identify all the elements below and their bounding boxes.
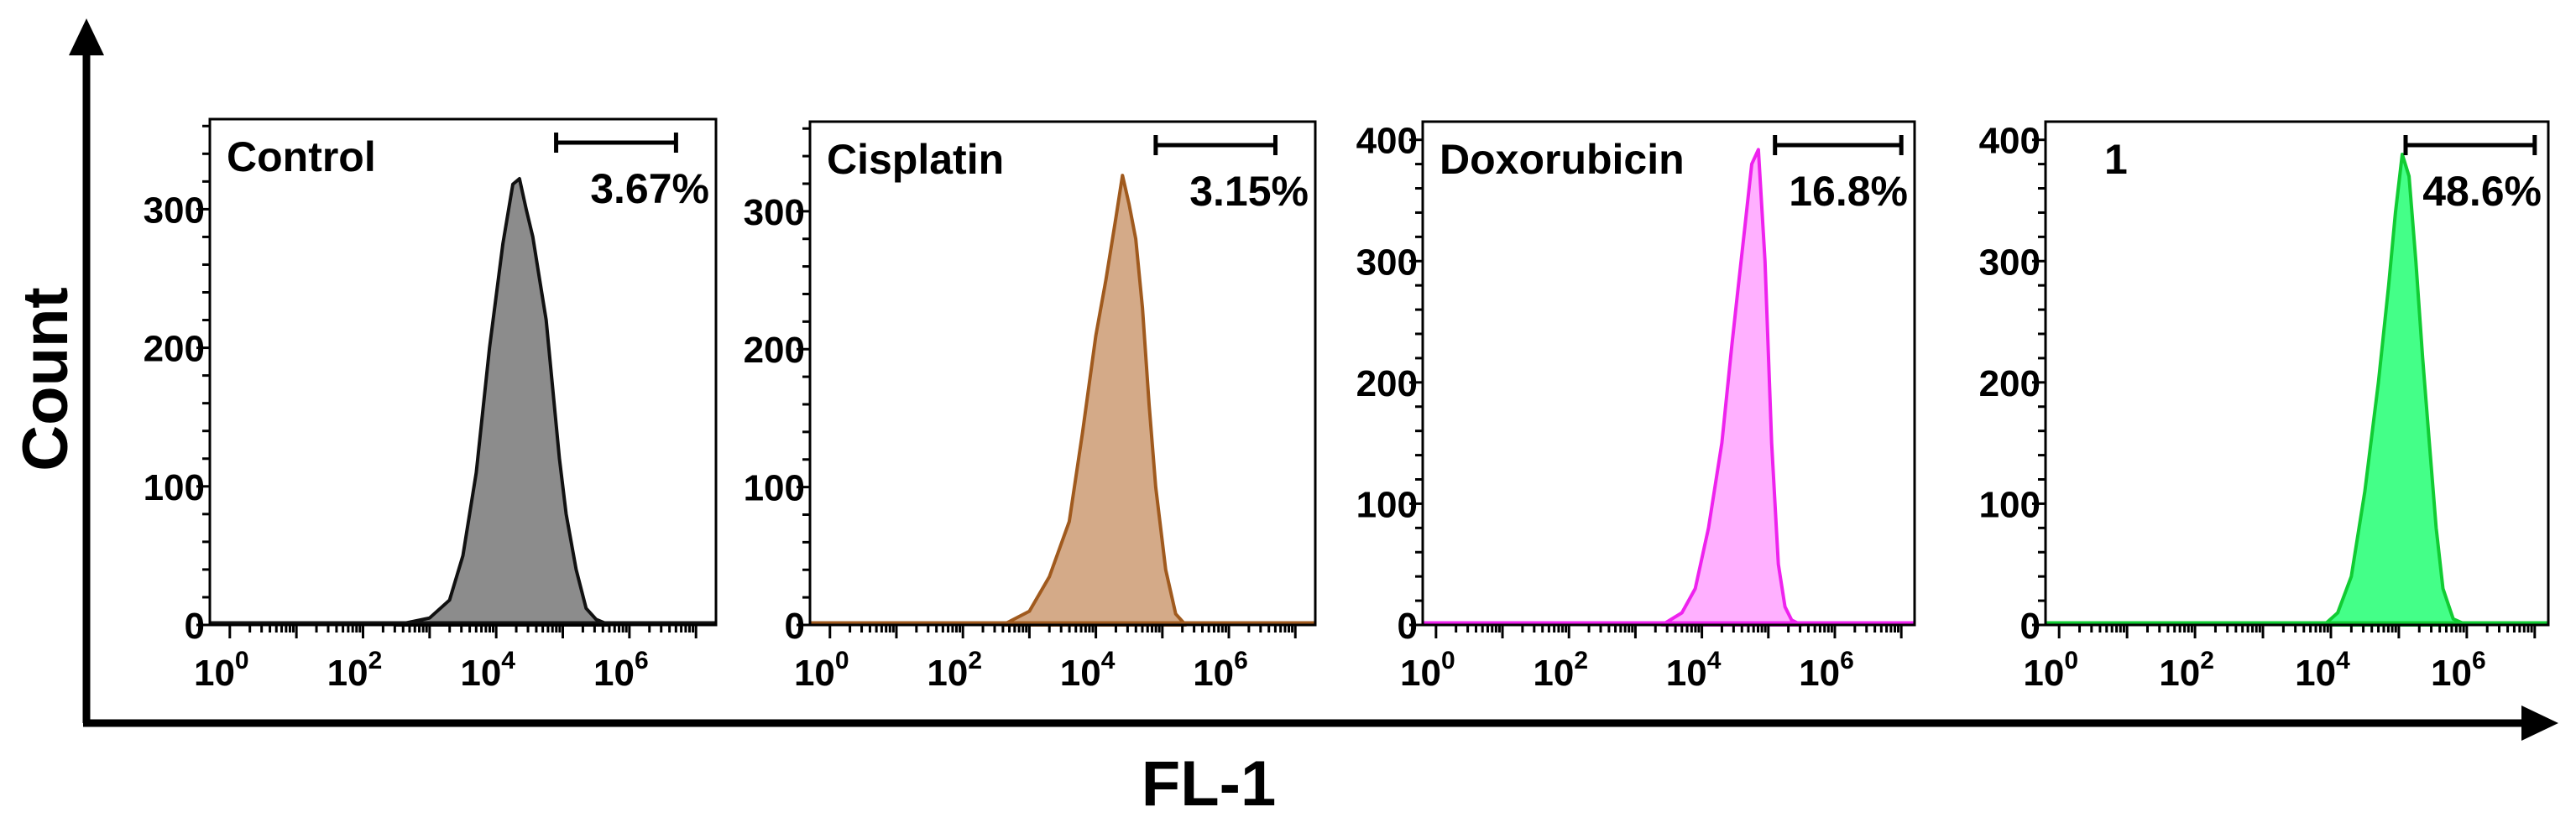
panel-title: Doxorubicin bbox=[1440, 136, 1685, 183]
histogram-curve bbox=[394, 177, 612, 627]
y-tick-label: 200 bbox=[744, 330, 805, 371]
y-tick-label: 300 bbox=[1979, 242, 2040, 283]
panel-title: Cisplatin bbox=[827, 136, 1004, 183]
plot-frame bbox=[2044, 120, 2550, 627]
panel-title: Control bbox=[227, 133, 376, 180]
histogram-curve bbox=[2322, 153, 2469, 627]
x-tick-label: 100 bbox=[194, 647, 249, 694]
panel-title: 1 bbox=[2104, 136, 2128, 183]
gate-marker bbox=[1773, 135, 1904, 155]
histogram-curve bbox=[1660, 148, 1804, 627]
plot-frame bbox=[808, 120, 1317, 627]
y-tick-label: 300 bbox=[144, 190, 205, 231]
y-tick-label: 300 bbox=[744, 192, 805, 233]
gate-percent-label: 16.8% bbox=[1789, 168, 1908, 215]
plot-frame bbox=[1421, 120, 1916, 627]
x-tick-label: 104 bbox=[2295, 647, 2350, 694]
x-tick-label: 100 bbox=[794, 647, 849, 694]
y-tick-label: 200 bbox=[1979, 363, 2040, 404]
y-tick-label: 300 bbox=[1356, 242, 1418, 283]
x-tick-label: 102 bbox=[2159, 647, 2214, 694]
y-tick-label: 100 bbox=[1356, 484, 1418, 525]
x-axis-title: FL-1 bbox=[1142, 748, 1276, 820]
x-tick-label: 102 bbox=[1533, 647, 1588, 694]
y-tick-label: 400 bbox=[1356, 121, 1418, 162]
y-tick-label: 200 bbox=[1356, 363, 1418, 404]
x-tick-label: 100 bbox=[2023, 647, 2078, 694]
x-tick-label: 106 bbox=[1193, 647, 1248, 694]
x-tick-label: 100 bbox=[1400, 647, 1455, 694]
y-tick-label: 100 bbox=[744, 468, 805, 509]
gate-marker bbox=[2403, 135, 2537, 155]
gate-percent-label: 48.6% bbox=[2422, 168, 2542, 215]
global-axes: Count FL-1 bbox=[10, 18, 2558, 820]
x-tick-label: 104 bbox=[1060, 647, 1116, 694]
y-tick-label: 200 bbox=[144, 329, 205, 370]
y-tick-label: 400 bbox=[1979, 121, 2040, 162]
x-tick-label: 104 bbox=[1666, 647, 1722, 694]
gate-marker bbox=[1153, 135, 1278, 155]
y-tick-label: 0 bbox=[185, 606, 205, 647]
y-tick-label: 100 bbox=[144, 467, 205, 508]
y-tick-label: 0 bbox=[785, 606, 805, 647]
x-tick-label: 106 bbox=[2431, 647, 2486, 694]
x-tick-label: 104 bbox=[460, 647, 515, 694]
y-tick-label: 0 bbox=[2020, 606, 2040, 647]
x-tick-label: 102 bbox=[327, 647, 383, 694]
x-tick-label: 106 bbox=[1799, 647, 1854, 694]
plot-frame bbox=[208, 117, 718, 627]
y-tick-label: 0 bbox=[1398, 606, 1418, 647]
gate-percent-label: 3.15% bbox=[1189, 168, 1309, 215]
histogram-curve bbox=[1001, 174, 1188, 627]
x-tick-label: 106 bbox=[593, 647, 649, 694]
y-tick-label: 100 bbox=[1979, 484, 2040, 525]
x-axis-arrow-head bbox=[2521, 705, 2558, 741]
gate-marker bbox=[554, 133, 678, 153]
y-axis-arrow-head bbox=[69, 18, 104, 55]
gate-percent-label: 3.67% bbox=[590, 165, 709, 212]
y-axis-title: Count bbox=[10, 287, 81, 471]
x-tick-label: 102 bbox=[927, 647, 982, 694]
